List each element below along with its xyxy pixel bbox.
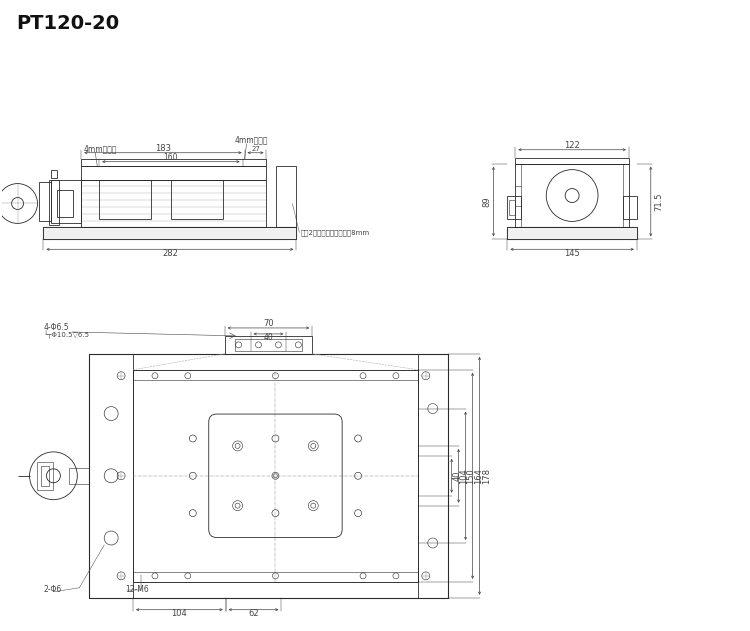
Bar (623, 196, 637, 220)
Text: 183: 183 (155, 144, 171, 153)
Text: 104: 104 (459, 468, 468, 484)
Text: 4mm缓冲垫: 4mm缓冲垫 (83, 144, 117, 154)
Text: 282: 282 (162, 249, 178, 258)
Bar (81, 180, 266, 227)
Text: └┬Φ10.5▽6.5: └┬Φ10.5▽6.5 (44, 330, 89, 339)
Bar (40, 182, 52, 221)
Bar (50, 180, 59, 225)
Bar (41, 466, 50, 486)
Bar (44, 227, 296, 239)
Text: 2-Φ6: 2-Φ6 (44, 585, 62, 594)
Bar (81, 158, 266, 166)
Bar (277, 166, 296, 227)
Text: 104: 104 (171, 609, 187, 618)
Text: 27: 27 (251, 146, 260, 151)
Bar (515, 163, 629, 227)
Bar (418, 354, 448, 598)
Bar (38, 462, 53, 490)
Bar (89, 354, 133, 598)
Text: 145: 145 (564, 249, 580, 258)
Text: 89: 89 (482, 196, 491, 207)
Text: 40: 40 (452, 471, 461, 481)
Text: 12-M6: 12-M6 (125, 585, 148, 594)
Text: 150: 150 (466, 468, 475, 484)
Text: 164: 164 (474, 468, 483, 484)
Text: 40: 40 (263, 333, 273, 343)
Text: 取掉2个缓冲垫行程可增加8mm: 取掉2个缓冲垫行程可增加8mm (300, 229, 370, 236)
Text: 70: 70 (263, 319, 274, 329)
Bar (171, 180, 223, 220)
Text: 160: 160 (164, 153, 178, 162)
Text: 178: 178 (482, 468, 491, 484)
Text: 122: 122 (564, 141, 580, 150)
Bar (69, 468, 89, 484)
Bar (509, 199, 515, 215)
Text: 4-Φ6.5: 4-Φ6.5 (44, 323, 69, 332)
Bar (133, 370, 418, 582)
Bar (52, 180, 81, 223)
Bar (58, 189, 74, 218)
Bar (235, 339, 302, 351)
Text: PT120-20: PT120-20 (16, 15, 120, 33)
Bar (133, 572, 418, 582)
Bar (515, 158, 629, 163)
Bar (99, 180, 151, 220)
Text: 4mm缓冲垫: 4mm缓冲垫 (235, 136, 268, 144)
Bar (508, 196, 521, 220)
Text: 71.5: 71.5 (654, 192, 663, 211)
Bar (521, 163, 623, 227)
Bar (508, 227, 637, 239)
Bar (133, 370, 418, 380)
Bar (52, 170, 58, 177)
Text: 62: 62 (248, 609, 259, 618)
Bar (225, 336, 312, 354)
Bar (81, 166, 266, 180)
Bar (89, 354, 448, 598)
Bar (44, 227, 296, 239)
Bar (508, 227, 637, 239)
